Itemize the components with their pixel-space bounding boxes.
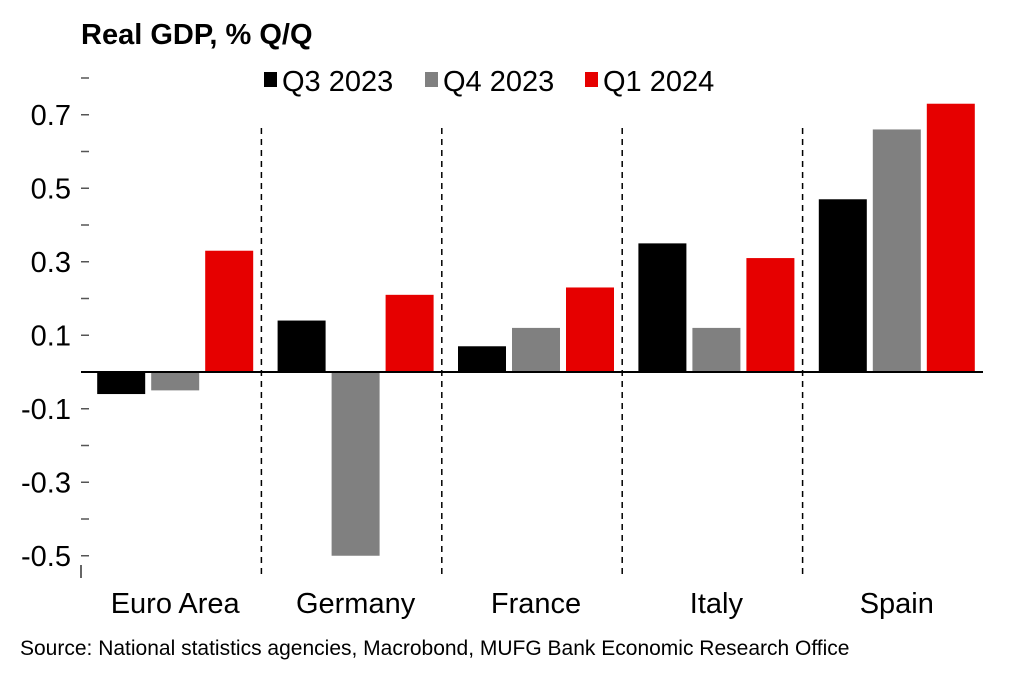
bar-germany-q4-2023 bbox=[331, 372, 380, 556]
bar-france-q3-2023 bbox=[458, 346, 506, 372]
bar-euro-area-q3-2023 bbox=[97, 372, 146, 395]
y-tick-label: 0.5 bbox=[31, 173, 71, 205]
legend-label: Q3 2023 bbox=[282, 66, 393, 98]
bar-italy-q4-2023 bbox=[692, 327, 741, 372]
x-tick-label: Germany bbox=[296, 588, 416, 620]
source-note: Source: National statistics agencies, Ma… bbox=[20, 637, 849, 660]
x-axis-labels: Euro Area Germany France Italy Spain bbox=[111, 588, 934, 620]
y-axis: 0.7 0.5 0.3 0.1 -0.1 -0.3 -0.5 bbox=[21, 77, 89, 578]
legend-label: Q4 2023 bbox=[443, 66, 554, 98]
bars bbox=[97, 103, 975, 556]
x-tick-label: Euro Area bbox=[111, 588, 241, 620]
bar-euro-area-q4-2023 bbox=[151, 372, 200, 391]
bar-germany-q1-2024 bbox=[385, 294, 434, 372]
x-tick-label: France bbox=[491, 588, 581, 620]
bar-italy-q3-2023 bbox=[638, 243, 687, 372]
bar-italy-q1-2024 bbox=[746, 258, 795, 372]
x-tick-label: Italy bbox=[690, 588, 744, 620]
y-tick-label: 0.7 bbox=[31, 100, 71, 132]
y-tick-label: -0.3 bbox=[21, 467, 71, 499]
bar-spain-q1-2024 bbox=[926, 103, 975, 372]
y-tick-label: 0.3 bbox=[31, 247, 71, 279]
bar-germany-q3-2023 bbox=[277, 320, 326, 372]
bar-spain-q4-2023 bbox=[872, 129, 921, 372]
legend-swatch bbox=[425, 72, 438, 87]
bar-euro-area-q1-2024 bbox=[205, 250, 254, 372]
legend-swatch bbox=[585, 72, 598, 87]
category-separators bbox=[260, 128, 804, 578]
chart-title: Real GDP, % Q/Q bbox=[81, 19, 313, 51]
bar-france-q1-2024 bbox=[566, 287, 614, 372]
y-tick-label: 0.1 bbox=[31, 320, 71, 352]
legend-label: Q1 2024 bbox=[603, 66, 714, 98]
legend: Q3 2023 Q4 2023 Q1 2024 bbox=[264, 66, 714, 98]
y-tick-label: -0.1 bbox=[21, 394, 71, 426]
bar-france-q4-2023 bbox=[512, 327, 560, 372]
legend-swatch bbox=[264, 72, 277, 87]
y-tick-label: -0.5 bbox=[21, 541, 71, 573]
x-tick-label: Spain bbox=[860, 588, 934, 620]
bar-spain-q3-2023 bbox=[818, 199, 867, 372]
